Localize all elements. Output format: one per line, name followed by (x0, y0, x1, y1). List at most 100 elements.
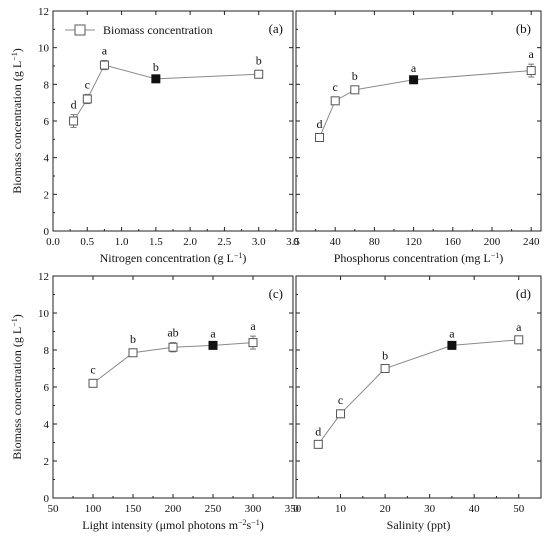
x-tick-label: 2.0 (183, 236, 197, 248)
data-point (88, 378, 98, 388)
x-tick-label: 200 (484, 236, 501, 248)
x-tick-label: 0 (293, 236, 299, 248)
data-point (514, 335, 524, 345)
significance-letter: a (250, 319, 256, 333)
x-axis-title: Phosphorus concentration (mg L−1) (334, 251, 504, 265)
x-tick-label: 80 (369, 236, 381, 248)
data-point (254, 69, 264, 79)
x-tick-label: 3.0 (252, 236, 266, 248)
data-point (82, 94, 92, 104)
data-point (315, 133, 325, 142)
data-point (168, 342, 178, 352)
chart-panel-3: 0 10 20 30 40 50 Salinity (ppt) (d) d c b a a (293, 275, 542, 532)
significance-letter: d (71, 98, 77, 112)
data-point (336, 409, 346, 419)
plot-frame (52, 10, 294, 232)
significance-letter: d (315, 425, 321, 439)
significance-letter: a (210, 327, 216, 341)
series-line (73, 64, 259, 122)
x-tick-label: 250 (205, 503, 222, 515)
data-point (151, 74, 161, 84)
significance-letter: a (102, 44, 108, 58)
x-tick-label: 0.0 (46, 236, 60, 248)
panel-label: (b) (516, 21, 531, 36)
data-point (409, 75, 419, 85)
significance-letter: b (130, 332, 136, 346)
x-tick-label: 150 (125, 503, 142, 515)
x-tick-label: 0.5 (80, 236, 94, 248)
significance-letter: c (85, 77, 90, 91)
data-point (99, 60, 109, 70)
significance-letter: ab (167, 326, 178, 340)
data-point (69, 116, 79, 126)
x-tick-label: 30 (424, 503, 436, 515)
data-point (380, 364, 390, 373)
x-tick-label: 1.0 (115, 236, 129, 248)
significance-letter: b (352, 69, 358, 83)
x-tick-label: 20 (380, 503, 392, 515)
data-point (447, 340, 457, 350)
x-tick-label: 160 (445, 236, 462, 248)
x-tick-label: 200 (165, 503, 182, 515)
data-point (208, 340, 218, 350)
data-point (526, 66, 536, 76)
x-tick-label: 1.5 (149, 236, 163, 248)
x-tick-label: 2.5 (218, 236, 232, 248)
significance-letter: c (338, 393, 343, 407)
x-tick-label: 100 (85, 503, 102, 515)
significance-letter: b (256, 54, 262, 68)
y-tick-label: 4 (44, 419, 50, 431)
significance-letter: c (90, 363, 95, 377)
x-tick-label: 240 (523, 236, 540, 248)
y-tick-label: 12 (38, 271, 49, 283)
y-axis-title: Biomass concentration (g L−1) (10, 48, 24, 193)
series-line (317, 339, 519, 445)
data-point (350, 85, 360, 95)
chart-panel-1: 0 40 80 120 160 200 240 Phosphorus concentratio… (293, 10, 542, 265)
data-point (313, 439, 323, 449)
significance-letter: b (153, 60, 159, 74)
y-tick-label: 6 (44, 116, 50, 128)
x-tick-label: 350 (285, 503, 302, 515)
x-axis-title: Nitrogen concentration (g L−1) (100, 251, 247, 265)
panel-label: (c) (269, 286, 283, 301)
significance-letter: a (529, 47, 535, 61)
y-tick-label: 2 (44, 456, 50, 468)
significance-letter: a (411, 61, 417, 75)
significance-letter: d (317, 117, 323, 131)
y-tick-label: 4 (44, 153, 50, 165)
x-axis-title: Salinity (ppt) (387, 518, 451, 532)
panel-label: (d) (516, 286, 531, 301)
panel-label: (a) (269, 21, 283, 36)
chart-panel-0: 0.0 0.5 1.0 1.5 2.0 2.5 3.0 3.5024681012Nitroge… (10, 6, 300, 265)
y-tick-label: 8 (44, 79, 50, 91)
x-tick-label: 50 (513, 503, 525, 515)
y-tick-label: 0 (44, 226, 50, 238)
data-point (128, 348, 138, 358)
y-tick-label: 12 (38, 6, 49, 18)
y-tick-label: 8 (44, 345, 50, 357)
x-tick-label: 40 (330, 236, 342, 248)
y-tick-label: 6 (44, 382, 50, 394)
y-tick-label: 10 (38, 308, 50, 320)
panels: 0.0 0.5 1.0 1.5 2.0 2.5 3.0 3.5024681012Nitroge… (10, 6, 542, 532)
significance-letter: a (516, 320, 522, 334)
significance-letter: c (333, 80, 338, 94)
y-tick-label: 0 (44, 493, 50, 505)
significance-letter: a (449, 327, 455, 341)
x-tick-label: 120 (405, 236, 422, 248)
y-axis-title: Biomass concentration (g L−1) (10, 314, 24, 459)
significance-letter: b (382, 349, 388, 363)
plot-frame (295, 10, 542, 232)
y-tick-label: 10 (38, 43, 50, 55)
x-tick-label: 0 (293, 503, 299, 515)
x-tick-label: 3.5 (286, 236, 300, 248)
data-point (248, 338, 258, 348)
x-tick-label: 50 (48, 503, 60, 515)
data-point (330, 96, 340, 106)
x-tick-label: 10 (335, 503, 347, 515)
legend-marker (74, 24, 86, 36)
plot-frame (295, 275, 542, 499)
